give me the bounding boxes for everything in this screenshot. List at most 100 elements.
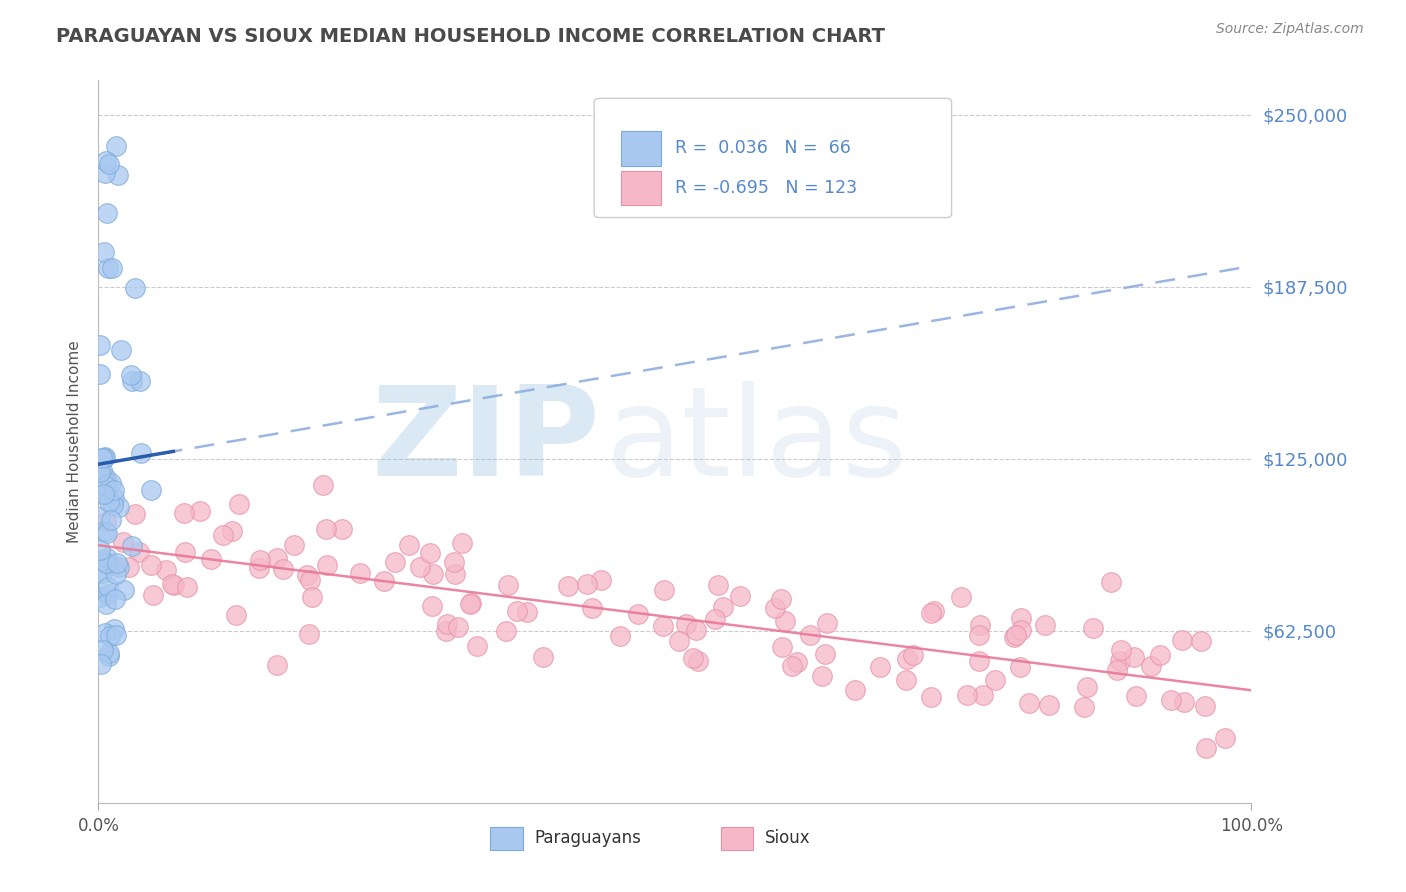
Point <box>89 367 111 381</box>
Point <box>97 587 120 601</box>
Point <box>1160 693 1182 707</box>
Point <box>299 574 322 588</box>
Point <box>1005 628 1028 642</box>
Point <box>1213 731 1236 746</box>
Point <box>422 566 444 581</box>
Point <box>98 629 121 643</box>
Point <box>810 669 832 683</box>
Point <box>160 577 183 591</box>
Point <box>121 539 143 553</box>
Point <box>96 471 118 485</box>
Point <box>1125 689 1147 703</box>
Point <box>94 153 117 168</box>
Point <box>93 245 115 260</box>
Point <box>89 543 111 558</box>
Point <box>120 368 142 382</box>
Point <box>349 566 371 580</box>
Point <box>91 566 114 580</box>
Point <box>1083 621 1105 635</box>
Point <box>1038 698 1060 713</box>
Point <box>112 535 135 549</box>
Point <box>94 524 117 539</box>
Point <box>384 556 406 570</box>
Point <box>96 551 118 566</box>
Y-axis label: Median Household Income: Median Household Income <box>67 340 83 543</box>
Point <box>1194 699 1216 714</box>
Point <box>950 590 973 604</box>
Text: ZIP: ZIP <box>371 381 600 502</box>
Point <box>894 673 917 687</box>
Point <box>100 513 122 527</box>
Point <box>591 573 613 587</box>
Point <box>652 582 675 597</box>
Point <box>896 652 918 666</box>
Point <box>1189 634 1212 648</box>
Point <box>128 545 150 559</box>
Point <box>91 451 114 466</box>
Point <box>90 657 112 671</box>
Point <box>651 619 673 633</box>
Point <box>460 597 482 611</box>
Point <box>373 574 395 588</box>
Point <box>460 596 482 610</box>
Point <box>89 509 111 524</box>
Text: R =  0.036   N =  66: R = 0.036 N = 66 <box>675 139 851 157</box>
Point <box>1170 632 1192 647</box>
Text: atlas: atlas <box>606 381 908 502</box>
Point <box>121 374 143 388</box>
Text: Sioux: Sioux <box>765 830 810 847</box>
Point <box>682 650 704 665</box>
Point <box>117 560 139 574</box>
Point <box>465 639 488 653</box>
Point <box>972 688 994 702</box>
Point <box>1002 630 1025 644</box>
Point <box>967 628 990 642</box>
Point <box>1139 659 1161 673</box>
Point <box>711 599 734 614</box>
FancyBboxPatch shape <box>491 827 523 850</box>
Text: Paraguayans: Paraguayans <box>534 830 641 847</box>
Point <box>1010 623 1032 637</box>
Point <box>97 557 120 571</box>
Point <box>97 580 120 594</box>
Point <box>89 482 111 496</box>
Point <box>557 579 579 593</box>
Point <box>249 553 271 567</box>
Point <box>1173 696 1195 710</box>
Point <box>112 582 135 597</box>
Point <box>93 450 115 465</box>
Point <box>89 466 111 480</box>
Point <box>609 629 631 643</box>
Point <box>444 567 467 582</box>
Point <box>97 157 120 171</box>
Point <box>108 500 131 515</box>
Point <box>104 592 127 607</box>
Point <box>506 604 529 618</box>
Point <box>96 477 118 491</box>
Point <box>190 504 212 518</box>
Point <box>129 374 152 388</box>
Point <box>173 545 195 559</box>
Point <box>94 556 117 570</box>
Point <box>1149 648 1171 662</box>
Point <box>627 607 650 622</box>
Point <box>105 566 128 581</box>
Point <box>844 682 866 697</box>
Point <box>315 522 337 536</box>
Point <box>956 689 979 703</box>
Point <box>101 260 124 275</box>
Point <box>901 648 924 662</box>
Point <box>409 560 432 574</box>
Point <box>799 628 821 642</box>
Point <box>211 528 233 542</box>
Point <box>443 555 465 569</box>
Point <box>1109 654 1132 668</box>
Text: PARAGUAYAN VS SIOUX MEDIAN HOUSEHOLD INCOME CORRELATION CHART: PARAGUAYAN VS SIOUX MEDIAN HOUSEHOLD INC… <box>56 27 886 45</box>
Point <box>103 483 125 497</box>
Point <box>98 646 121 660</box>
Point <box>786 655 808 669</box>
Point <box>89 337 111 351</box>
Point <box>1194 740 1216 755</box>
Point <box>773 614 796 628</box>
Point <box>104 628 127 642</box>
